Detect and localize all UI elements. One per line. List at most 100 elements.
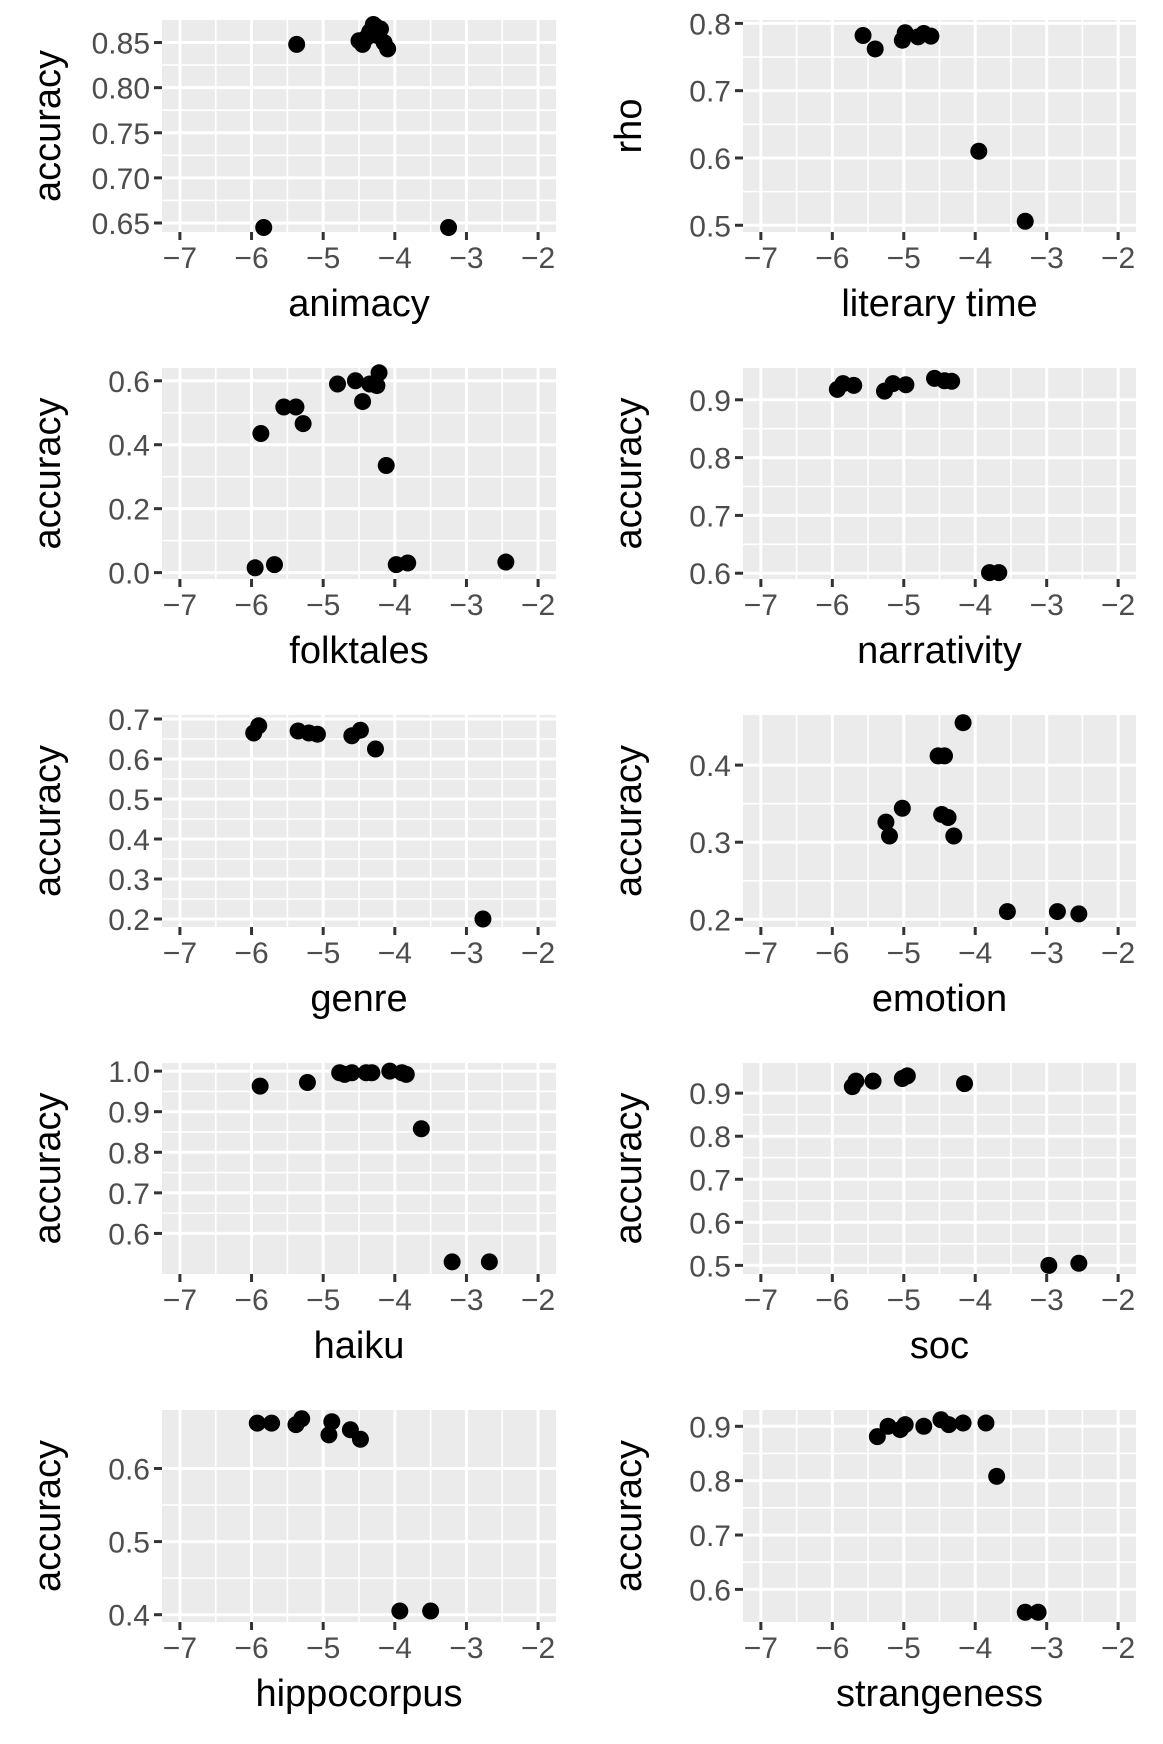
data-point (308, 725, 326, 743)
data-point (288, 35, 306, 53)
data-point (287, 398, 305, 416)
y-tick-label: 0.7 (689, 76, 731, 109)
x-tick-label: −6 (815, 937, 849, 970)
data-point (940, 1416, 958, 1434)
data-point (866, 40, 884, 58)
y-tick-label: 0.7 (108, 1178, 150, 1211)
y-tick-label: 0.2 (689, 904, 731, 937)
data-point (250, 717, 268, 735)
y-axis-title: accuracy (608, 397, 650, 549)
scatter-panel-soc: −7 −6 −5 −4 −3 −2 0.5 0.6 0.7 0.8 0.9 soc accuracy (608, 1063, 1136, 1367)
data-point (412, 1120, 430, 1138)
y-tick-label: 0.8 (689, 1466, 731, 1499)
data-point (897, 376, 915, 394)
data-point (294, 415, 312, 433)
scatter-panel-genre: −7 −6 −5 −4 −3 −2 0.2 0.3 0.4 0.5 0.6 0.7 genre accur… (27, 704, 556, 1020)
y-tick-label: 0.7 (689, 1520, 731, 1553)
scatter-panel-narrativity: −7 −6 −5 −4 −3 −2 0.6 0.7 0.8 0.9 narrativity accur… (608, 368, 1136, 672)
data-point (397, 1065, 415, 1083)
data-point (1016, 212, 1034, 230)
data-point (351, 1430, 369, 1448)
y-tick-label: 0.8 (108, 1137, 150, 1170)
data-point (864, 1072, 882, 1090)
data-point (474, 910, 492, 928)
data-point (248, 1414, 266, 1432)
data-point (877, 813, 895, 831)
x-tick-label: −6 (815, 242, 849, 275)
y-tick-label: 0.5 (689, 210, 731, 243)
y-axis-title: accuracy (27, 1092, 69, 1244)
y-tick-label: 0.5 (689, 1250, 731, 1283)
data-point (252, 425, 270, 443)
x-tick-label: −5 (887, 937, 921, 970)
x-tick-label: −4 (378, 937, 412, 970)
data-point (293, 1410, 311, 1428)
x-tick-label: −6 (234, 589, 268, 622)
data-point (896, 24, 914, 42)
data-point (377, 457, 395, 475)
x-tick-label: −6 (815, 1632, 849, 1665)
data-point (370, 364, 388, 382)
data-point (320, 1426, 338, 1444)
x-axis-title: haiku (314, 1325, 405, 1367)
x-axis-title: emotion (872, 978, 1007, 1020)
y-tick-label: 0.6 (108, 1453, 150, 1486)
data-point (343, 1064, 361, 1082)
data-point (354, 393, 372, 411)
data-point (970, 142, 988, 160)
x-tick-label: −7 (163, 1284, 197, 1317)
data-point (1048, 903, 1066, 921)
x-tick-label: −5 (887, 1632, 921, 1665)
x-tick-label: −3 (1030, 242, 1064, 275)
y-axis-title: accuracy (27, 50, 69, 202)
data-point (346, 372, 364, 390)
data-point (443, 1253, 461, 1271)
y-axis-title: rho (608, 99, 650, 154)
scatter-panel-folktales: −7 −6 −5 −4 −3 −2 0.0 0.2 0.4 0.6 folktales accurac… (27, 364, 556, 672)
y-tick-label: 0.4 (108, 430, 150, 463)
y-tick-label: 0.8 (689, 8, 731, 41)
x-axis-title: hippocorpus (255, 1673, 462, 1715)
data-point (275, 398, 293, 416)
data-point (246, 559, 264, 577)
data-point (1040, 1256, 1058, 1274)
scatter-panel-animacy: −7 −6 −5 −4 −3 −2 0.65 0.70 0.75 0.80 0.85 animacy a… (27, 16, 556, 325)
y-tick-label: 0.3 (108, 864, 150, 897)
y-tick-label: 0.6 (108, 744, 150, 777)
y-tick-label: 0.70 (92, 163, 150, 196)
scatter-panel-strangeness: −7 −6 −5 −4 −3 −2 0.6 0.7 0.8 0.9 strangeness accur… (608, 1410, 1136, 1715)
data-point (366, 740, 384, 758)
data-point (847, 1072, 865, 1090)
y-tick-label: 0.9 (108, 1097, 150, 1130)
data-point (854, 26, 872, 44)
y-axis-title: accuracy (27, 1440, 69, 1592)
x-tick-label: −5 (887, 1284, 921, 1317)
x-tick-label: −2 (521, 589, 555, 622)
x-tick-label: −6 (234, 1284, 268, 1317)
x-tick-label: −6 (815, 589, 849, 622)
data-point (884, 375, 902, 393)
data-point (922, 27, 940, 45)
x-axis-title: soc (910, 1325, 969, 1367)
data-point (915, 1417, 933, 1435)
data-point (893, 799, 911, 817)
x-tick-label: −4 (378, 1632, 412, 1665)
y-tick-label: 0.7 (689, 1164, 731, 1197)
y-tick-label: 0.5 (108, 784, 150, 817)
data-point (379, 40, 397, 58)
data-point (956, 1075, 974, 1093)
y-tick-label: 0.6 (689, 1207, 731, 1240)
data-point (440, 218, 458, 236)
y-tick-label: 0.85 (92, 28, 150, 61)
x-tick-label: −3 (449, 1632, 483, 1665)
data-point (351, 721, 369, 739)
y-axis-title: accuracy (27, 397, 69, 549)
x-axis-title: narrativity (857, 630, 1022, 672)
x-tick-label: −2 (1101, 1284, 1135, 1317)
data-point (371, 20, 389, 38)
data-point (363, 1064, 381, 1082)
x-axis-title: literary time (841, 283, 1037, 325)
y-tick-label: 0.7 (689, 500, 731, 533)
x-tick-label: −6 (815, 1284, 849, 1317)
